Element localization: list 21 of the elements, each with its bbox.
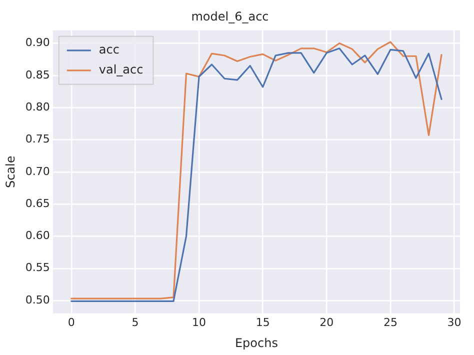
x-tick-label: 30 xyxy=(447,316,462,329)
legend-label: val_acc xyxy=(98,62,144,77)
y-tick-label: 0.65 xyxy=(25,196,50,210)
y-tick-label: 0.80 xyxy=(25,100,50,114)
x-tick-label: 10 xyxy=(192,316,206,329)
y-tick-label: 0.60 xyxy=(25,229,50,242)
legend-label: acc xyxy=(98,42,120,57)
x-tick-label: 0 xyxy=(68,316,75,329)
y-axis-title: Scale xyxy=(3,156,18,188)
y-tick-label: 0.75 xyxy=(25,132,50,146)
x-tick-label: 20 xyxy=(320,316,334,329)
y-tick-label: 0.70 xyxy=(25,164,50,178)
y-tick-label: 0.50 xyxy=(25,293,50,306)
y-tick-label: 0.55 xyxy=(25,261,50,274)
x-tick-label: 5 xyxy=(132,316,139,329)
x-axis-title: Epochs xyxy=(234,336,278,350)
y-tick-label: 0.90 xyxy=(25,36,50,50)
x-tick-label: 15 xyxy=(256,316,270,329)
chart-title: model_6_acc xyxy=(191,9,269,24)
x-tick-label: 25 xyxy=(383,316,398,329)
y-tick-label: 0.85 xyxy=(25,68,50,82)
